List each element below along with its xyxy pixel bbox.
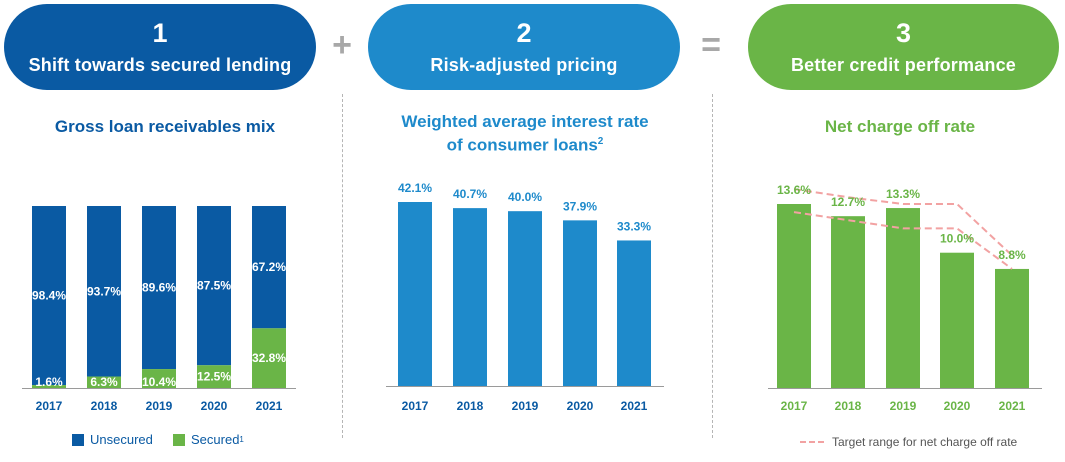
charge-off-bar-2018	[831, 216, 865, 388]
charge-off-label-2019: 13.3%	[886, 187, 920, 201]
chart-2-title-line-1: Weighted average interest rate	[401, 112, 649, 131]
charge-off-label-2020: 10.0%	[940, 232, 974, 246]
interest-rate-label-2020: 37.9%	[563, 199, 597, 213]
interest-rate-label-2019: 40.0%	[508, 190, 542, 204]
step-2-label: Risk-adjusted pricing	[430, 54, 618, 75]
x-tick-2020: 2020	[201, 399, 228, 413]
x-tick-2019: 2019	[890, 399, 917, 413]
unsecured-bar-2019	[142, 206, 176, 370]
x-tick-2018: 2018	[91, 399, 118, 413]
secured-label-2018: 6.3%	[90, 375, 118, 389]
charge-off-bar-2017	[777, 204, 811, 388]
charge-off-bar-2019	[886, 208, 920, 388]
x-tick-2018: 2018	[457, 399, 484, 413]
secured-label-2020: 12.5%	[197, 370, 231, 384]
x-tick-2018: 2018	[835, 399, 862, 413]
secured-bar-2017	[32, 385, 66, 388]
unsecured-label-2018: 93.7%	[87, 284, 121, 298]
secured-label-2017: 1.6%	[35, 375, 63, 389]
x-tick-2017: 2017	[36, 399, 63, 413]
x-tick-2021: 2021	[621, 399, 648, 413]
charge-off-bar-2021	[995, 268, 1029, 388]
x-tick-2021: 2021	[256, 399, 283, 413]
legend-unsecured-swatch	[72, 434, 84, 446]
step-1-number: 1	[152, 17, 168, 48]
interest-rate-bar-2017	[398, 202, 432, 386]
step-1-label: Shift towards secured lending	[28, 54, 292, 75]
interest-rate-bar-2018	[453, 208, 487, 386]
legend-unsecured: Unsecured	[72, 432, 153, 448]
charge-off-label-2021: 8.8%	[998, 248, 1026, 262]
secured-label-2019: 10.4%	[142, 375, 176, 389]
unsecured-label-2019: 89.6%	[142, 281, 176, 295]
x-tick-2017: 2017	[402, 399, 429, 413]
section-divider	[712, 94, 713, 438]
secured-bar-2019	[142, 369, 176, 388]
legend-secured-label: Secured	[191, 432, 240, 447]
charge-off-bar-2020	[940, 252, 974, 388]
step-1-pill: 1 Shift towards secured lending	[4, 4, 316, 90]
target-range-lower-line	[793, 211, 1013, 270]
step-2-pill: 2 Risk-adjusted pricing	[368, 4, 680, 90]
secured-bar-2021	[252, 328, 286, 388]
legend-unsecured-label: Unsecured	[90, 432, 153, 447]
interest-rate-label-2018: 40.7%	[453, 187, 487, 201]
x-tick-2019: 2019	[146, 399, 173, 413]
unsecured-bar-2021	[252, 206, 286, 329]
step-3-number: 3	[895, 17, 912, 48]
secured-bar-2020	[197, 365, 231, 388]
interest-rate-bar-2021	[617, 240, 651, 386]
unsecured-label-2021: 67.2%	[252, 260, 286, 274]
plus-operator: +	[332, 26, 352, 64]
target-range-upper-line	[793, 188, 1013, 257]
unsecured-label-2020: 87.5%	[197, 279, 231, 293]
legend-secured: Secured 1	[173, 432, 244, 448]
unsecured-bar-2018	[87, 206, 121, 377]
x-tick-2020: 2020	[567, 399, 594, 413]
interest-rate-bar-2019	[508, 211, 542, 386]
chart-2-title-footnote: 2	[597, 136, 604, 147]
interest-rate-label-2021: 33.3%	[617, 219, 651, 233]
equals-operator: =	[701, 26, 721, 64]
legend-target-range-swatch	[800, 441, 824, 443]
legend-secured-swatch	[173, 434, 185, 446]
chart-2-title-line-2: of consumer loans	[446, 135, 598, 155]
legend-target-range: Target range for net charge off rate	[800, 434, 1017, 450]
chart-2-title: Weighted average interest rate of consum…	[360, 112, 690, 156]
unsecured-bar-2017	[32, 206, 66, 386]
charge-off-label-2018: 12.7%	[831, 195, 865, 209]
charge-off-label-2017: 13.6%	[777, 183, 811, 197]
legend-secured-footnote: 1	[239, 435, 244, 444]
step-3-pill: 3 Better credit performance	[748, 4, 1059, 90]
legend-target-range-label: Target range for net charge off rate	[832, 435, 1018, 449]
x-tick-2017: 2017	[781, 399, 808, 413]
x-tick-2019: 2019	[512, 399, 539, 413]
unsecured-label-2017: 98.4%	[32, 289, 66, 303]
interest-rate-bar-2020	[563, 220, 597, 386]
step-3-label: Better credit performance	[790, 54, 1017, 75]
secured-bar-2018	[87, 376, 121, 388]
secured-label-2021: 32.8%	[252, 351, 286, 365]
section-divider	[342, 94, 343, 438]
chart-3-title: Net charge off rate	[824, 117, 976, 136]
unsecured-bar-2020	[197, 206, 231, 366]
chart-1-title: Gross loan receivables mix	[54, 117, 276, 136]
x-tick-2020: 2020	[944, 399, 971, 413]
step-2-number: 2	[516, 17, 532, 48]
interest-rate-label-2017: 42.1%	[398, 181, 432, 195]
x-tick-2021: 2021	[999, 399, 1026, 413]
